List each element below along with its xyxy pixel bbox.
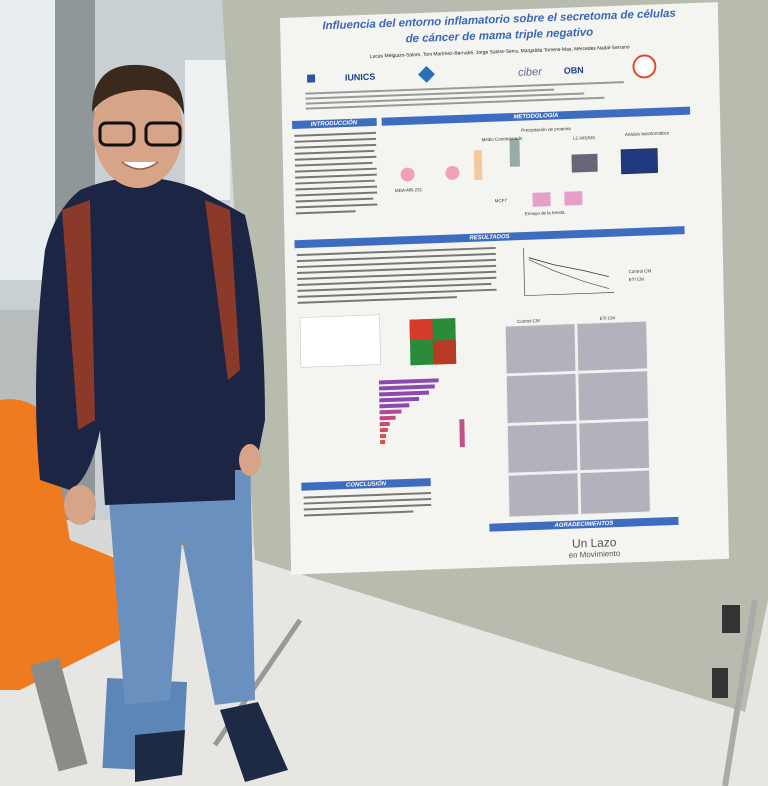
legend-label: ETI CM [629, 277, 645, 283]
poster: Influencia del entorno inflamatorio sobr… [280, 2, 730, 575]
hoodie [36, 177, 265, 505]
method-label: Medio Condicionado [482, 136, 523, 142]
method-icon [620, 148, 659, 175]
heatmap [409, 318, 433, 340]
bar-chart [378, 378, 439, 445]
shoe [220, 702, 288, 782]
glasses [144, 121, 182, 147]
method-icon [473, 149, 483, 181]
microscopy-header: Control CM [517, 318, 540, 324]
smile [121, 161, 159, 170]
method-label: Precipitación de proteína [521, 126, 571, 133]
logo: ciber [518, 66, 543, 79]
legend-label: Control CM [629, 268, 652, 274]
window-pane [0, 0, 60, 280]
method-icon [445, 165, 460, 180]
sponsor-logo: Un Lazo [572, 535, 617, 551]
glasses [98, 121, 136, 147]
method-icon [564, 191, 583, 206]
person [36, 64, 288, 782]
hand [239, 444, 261, 476]
method-label: MDA-MB-231 [395, 187, 423, 193]
color-scale [459, 419, 465, 448]
section-title: AGRADECIMIENTOS [553, 521, 613, 529]
section-title: CONCLUSIÓN [346, 480, 387, 488]
microscopy-header: ETI CM [600, 315, 616, 321]
section-bar [292, 117, 377, 129]
method-label: Ensayo de la herida [525, 210, 565, 216]
face [93, 72, 183, 188]
section-bar [489, 516, 679, 532]
microscopy-grid [504, 320, 651, 518]
logo-mark [307, 74, 316, 83]
board-clip [722, 605, 740, 633]
method-icon [532, 192, 551, 207]
method-label: LC-MS/MS [573, 135, 595, 141]
method-label: Análisis bioinformático [625, 130, 670, 137]
jeans [105, 450, 255, 705]
board-leg [722, 599, 758, 786]
volcano-plot [299, 314, 381, 368]
method-label: MCF7 [495, 198, 508, 203]
board-clip [712, 668, 728, 698]
hand [64, 485, 96, 525]
section-bar [381, 106, 691, 126]
logo: OBN [564, 65, 584, 76]
hair [92, 64, 185, 115]
shoe [135, 730, 185, 782]
logo-mark [632, 54, 657, 79]
section-title: INTRODUCCIÓN [311, 119, 358, 128]
logo-mark [418, 65, 435, 83]
affiliations [305, 81, 624, 110]
method-icon [571, 153, 598, 173]
window-blind [185, 60, 230, 200]
intro-text [294, 131, 378, 215]
heatmap [432, 339, 457, 365]
backpack-strap [62, 200, 95, 430]
method-icon [400, 167, 415, 182]
line-chart [523, 247, 615, 296]
conclusion-text [303, 491, 432, 517]
section-title: RESULTADOS [469, 234, 509, 241]
sponsor-logo: en Movimiento [569, 549, 621, 560]
logo: IUNICS [345, 72, 376, 83]
results-text [296, 246, 497, 304]
section-bar [301, 478, 431, 491]
chair-leg [30, 657, 88, 772]
section-bar [294, 226, 685, 249]
backpack-strap [205, 200, 240, 380]
method-icon [509, 138, 520, 167]
section-title: METODOLOGÍA [513, 112, 558, 121]
chair [0, 399, 120, 690]
